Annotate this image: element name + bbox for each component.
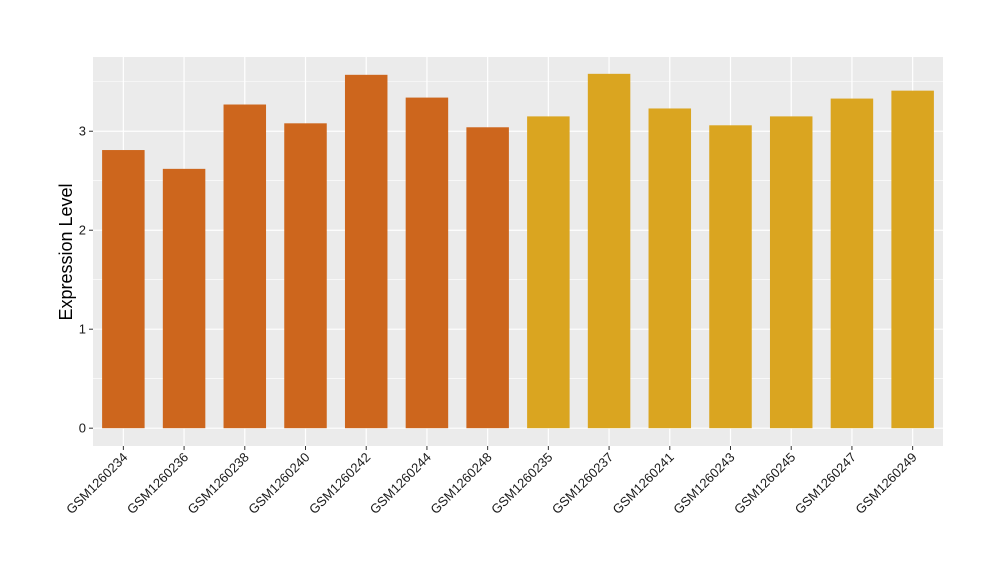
x-tick-label: GSM1260248 <box>427 450 494 517</box>
bar-GSM1260242 <box>344 74 388 429</box>
x-tick-label: GSM1260249 <box>852 450 919 517</box>
bar-GSM1260244 <box>405 97 449 429</box>
x-axis: GSM1260234GSM1260236GSM1260238GSM1260240… <box>63 446 920 517</box>
bar-GSM1260247 <box>830 98 874 429</box>
x-tick-label: GSM1260242 <box>306 450 373 517</box>
bar-GSM1260237 <box>587 73 631 429</box>
y-tick-label: 1 <box>79 322 86 337</box>
y-tick-label: 3 <box>79 124 86 139</box>
bar-GSM1260235 <box>527 116 570 429</box>
x-tick-label: GSM1260235 <box>488 450 555 517</box>
bar-GSM1260241 <box>648 108 692 429</box>
bar-GSM1260243 <box>709 125 752 429</box>
bar-GSM1260236 <box>162 168 206 429</box>
x-tick-label: GSM1260236 <box>124 450 191 517</box>
bar-GSM1260245 <box>769 116 813 429</box>
bar-GSM1260249 <box>891 90 934 429</box>
bar-GSM1260240 <box>284 123 327 429</box>
x-tick-label: GSM1260240 <box>245 450 312 517</box>
x-tick-label: GSM1260237 <box>549 450 616 517</box>
y-axis: 0 1 2 3 <box>79 124 93 436</box>
y-tick-label: 0 <box>79 421 86 436</box>
x-tick-label: GSM1260245 <box>731 450 798 517</box>
x-tick-label: GSM1260234 <box>63 450 130 517</box>
x-tick-label: GSM1260247 <box>792 450 859 517</box>
x-tick-label: GSM1260238 <box>185 450 252 517</box>
bar-GSM1260238 <box>223 104 267 429</box>
y-axis-title: Expression Level <box>56 183 76 320</box>
x-tick-label: GSM1260244 <box>367 450 434 517</box>
x-tick-label: GSM1260241 <box>610 450 677 517</box>
bars <box>102 73 934 429</box>
plot-panel <box>93 57 943 446</box>
bar-GSM1260248 <box>466 127 509 429</box>
y-tick-label: 2 <box>79 223 86 238</box>
x-tick-label: GSM1260243 <box>670 450 737 517</box>
bar-GSM1260234 <box>102 150 145 429</box>
